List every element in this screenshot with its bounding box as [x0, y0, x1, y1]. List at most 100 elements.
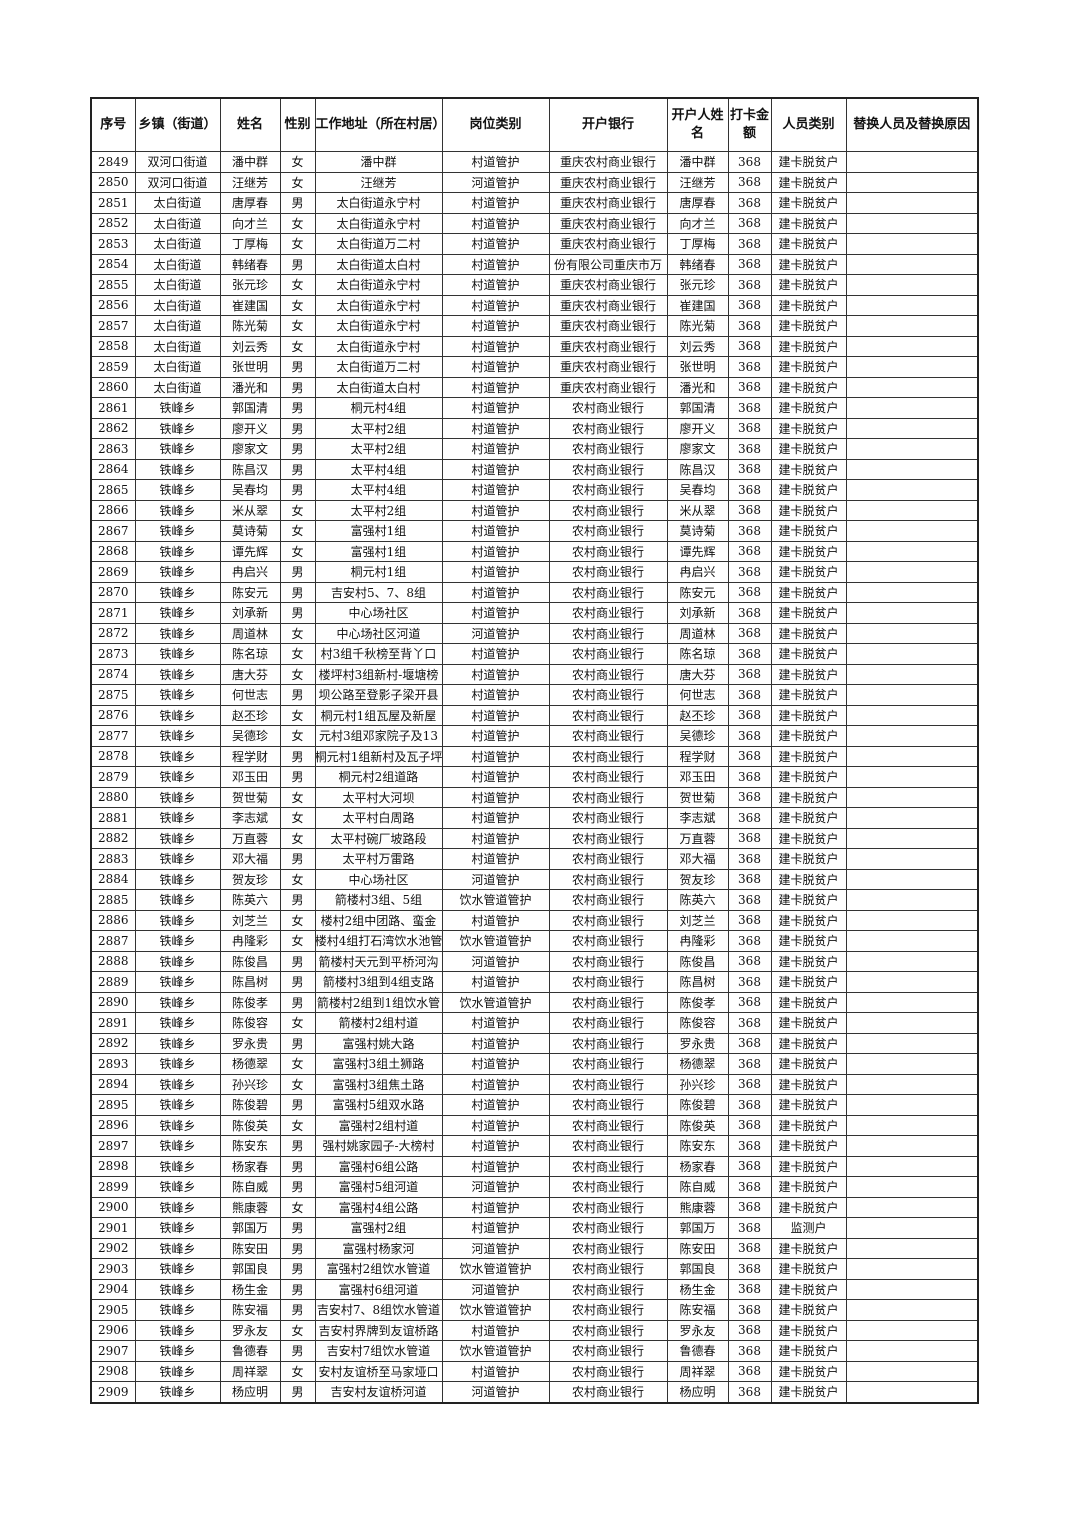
bank-text: 重庆农村商业银行: [559, 196, 656, 211]
index-text: 2856: [97, 298, 129, 313]
town-cell: 铁峰乡: [134, 1032, 221, 1054]
index-cell: 2865: [90, 479, 136, 501]
address-cell: 吉安村7组饮水管道: [314, 1340, 443, 1362]
index-cell: 2853: [90, 233, 136, 255]
account-holder-cell: 谭先辉: [666, 540, 729, 562]
gender-cell: 男: [279, 1381, 316, 1403]
post-type-text: 村道管护: [471, 339, 520, 354]
town-cell: 铁峰乡: [134, 417, 221, 439]
post-type-cell: 村道管护: [441, 971, 550, 993]
amount-text: 368: [738, 728, 761, 743]
replacement-cell: [845, 971, 979, 993]
table-row: 2859 太白街道 张世明 男 太白街道万二村 村道管护 重庆农村商业银行 张世明 368 建卡脱…: [90, 356, 979, 378]
town-cell: 铁峰乡: [134, 1053, 221, 1075]
account-holder-text: 陈俊碧: [679, 1098, 716, 1113]
person-type-cell: 建卡脱贫户: [770, 540, 847, 562]
post-type-cell: 河道管护: [441, 171, 550, 193]
account-holder-text: 杨应明: [679, 1385, 716, 1400]
address-cell: 太平村碗厂坡路段: [314, 827, 443, 849]
gender-cell: 男: [279, 684, 316, 706]
bank-text: 农村商业银行: [571, 770, 644, 785]
town-text: 铁峰乡: [159, 1036, 196, 1051]
amount-cell: 368: [727, 766, 772, 788]
account-holder-cell: 郭国良: [666, 1258, 729, 1280]
town-text: 铁峰乡: [159, 1077, 196, 1092]
gender-text: 女: [291, 790, 304, 805]
address-text: 坝公路至登影子梁开县: [318, 688, 439, 703]
address-text: 富强村4组公路: [338, 1200, 419, 1215]
gender-cell: 女: [279, 171, 316, 193]
address-cell: 中心场社区: [314, 868, 443, 890]
index-text: 2885: [97, 892, 129, 907]
table-row: 2869 铁峰乡 冉启兴 男 桐元村1组 村道管护 农村商业银行 冉启兴 368 建卡脱贫户: [90, 561, 979, 583]
index-cell: 2903: [90, 1258, 136, 1280]
replacement-cell: [845, 1073, 979, 1095]
index-cell: 2862: [90, 417, 136, 439]
replacement-cell: [845, 704, 979, 726]
gender-cell: 女: [279, 704, 316, 726]
gender-cell: 男: [279, 192, 316, 214]
amount-text: 368: [738, 1015, 761, 1030]
index-cell: 2874: [90, 663, 136, 685]
address-text: 太白街道万二村: [336, 360, 421, 375]
name-text: 陈光菊: [231, 319, 268, 334]
index-text: 2899: [97, 1179, 129, 1194]
index-text: 2901: [97, 1220, 129, 1235]
account-holder-text: 陈昌树: [679, 975, 716, 990]
town-cell: 铁峰乡: [134, 540, 221, 562]
account-holder-cell: 邓玉田: [666, 766, 729, 788]
table-row: 2884 铁峰乡 贺友珍 女 中心场社区 河道管护 农村商业银行 贺友珍 368 建卡脱贫户: [90, 868, 979, 890]
town-cell: 铁峰乡: [134, 848, 221, 870]
account-holder-cell: 吴春均: [666, 479, 729, 501]
town-cell: 太白街道: [134, 294, 221, 316]
amount-cell: 368: [727, 438, 772, 460]
name-cell: 唐大芬: [219, 663, 281, 685]
bank-text: 农村商业银行: [571, 647, 644, 662]
address-cell: 富强村3组焦土路: [314, 1073, 443, 1095]
post-type-cell: 村道管护: [441, 1217, 550, 1239]
amount-cell: 368: [727, 1114, 772, 1136]
name-cell: 韩绪春: [219, 253, 281, 275]
person-type-text: 建卡脱贫户: [778, 585, 839, 600]
amount-cell: 368: [727, 581, 772, 603]
person-type-cell: 建卡脱贫户: [770, 397, 847, 419]
address-text: 富强村6组公路: [338, 1159, 419, 1174]
gender-text: 男: [291, 1098, 304, 1113]
post-type-cell: 村道管护: [441, 520, 550, 542]
account-holder-text: 万直蓉: [679, 831, 716, 846]
bank-cell: 农村商业银行: [548, 438, 668, 460]
bank-cell: 农村商业银行: [548, 991, 668, 1013]
amount-cell: 368: [727, 417, 772, 439]
town-cell: 铁峰乡: [134, 602, 221, 624]
person-type-cell: 建卡脱贫户: [770, 253, 847, 275]
bank-cell: 农村商业银行: [548, 848, 668, 870]
town-cell: 铁峰乡: [134, 561, 221, 583]
amount-text: 368: [738, 544, 761, 559]
bank-cell: 重庆农村商业银行: [548, 315, 668, 337]
amount-cell: 368: [727, 868, 772, 890]
index-text: 2883: [97, 851, 129, 866]
post-type-text: 村道管护: [471, 462, 520, 477]
post-type-cell: 村道管护: [441, 1135, 550, 1157]
account-holder-cell: 陈俊容: [666, 1012, 729, 1034]
person-type-cell: 建卡脱贫户: [770, 1073, 847, 1095]
account-holder-text: 邓玉田: [679, 770, 716, 785]
bank-text: 农村商业银行: [571, 1303, 644, 1318]
replacement-cell: [845, 315, 979, 337]
gender-cell: 男: [279, 356, 316, 378]
gender-text: 男: [291, 1385, 304, 1400]
post-type-text: 村道管护: [471, 503, 520, 518]
account-holder-cell: 程学财: [666, 745, 729, 767]
account-holder-text: 杨德翠: [679, 1057, 716, 1072]
index-text: 2887: [97, 933, 129, 948]
bank-text: 农村商业银行: [571, 1180, 644, 1195]
address-text: 太平村4组: [350, 462, 407, 477]
name-cell: 陈俊孝: [219, 991, 281, 1013]
bank-cell: 农村商业银行: [548, 1217, 668, 1239]
address-text: 楼村2组中团路、蛮金: [320, 913, 437, 928]
name-text: 贺友珍: [231, 872, 268, 887]
account-holder-text: 潘中群: [679, 155, 716, 170]
name-text: 郭国万: [231, 1221, 268, 1236]
person-type-cell: 建卡脱贫户: [770, 192, 847, 214]
address-cell: 太平村2组: [314, 417, 443, 439]
